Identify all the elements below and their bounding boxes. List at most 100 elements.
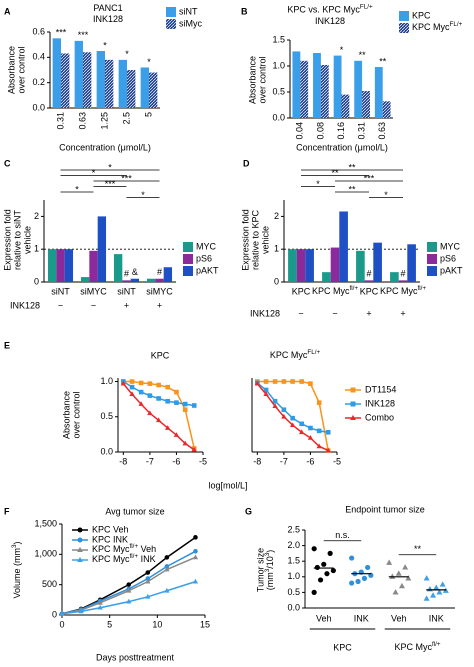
point xyxy=(433,584,440,590)
point xyxy=(299,379,304,384)
legend-marker xyxy=(77,556,83,562)
comparison-label: * xyxy=(141,190,145,200)
legend-label-part: Veh xyxy=(138,544,156,554)
legend-label-part: FL/+ xyxy=(450,21,463,28)
y-axis-label: Expression fold xyxy=(240,209,250,271)
y-tick-label: 1,000 xyxy=(34,549,57,559)
y-tick-label: 0.2 xyxy=(32,77,45,87)
comparison-label: *** xyxy=(364,173,375,183)
comparison-label: ** xyxy=(414,544,422,554)
bar xyxy=(356,250,365,282)
legend-label-part: fl/+ xyxy=(130,543,139,550)
point xyxy=(316,428,322,434)
point xyxy=(147,393,153,398)
x-tick-label: KPC xyxy=(292,286,311,296)
comparison-label: n.s. xyxy=(335,530,350,540)
legend-swatch xyxy=(399,11,409,21)
panel-letter: C xyxy=(4,158,11,168)
legend-label: MYC xyxy=(196,241,217,251)
point xyxy=(182,407,188,413)
y-axis-label: Absorbance xyxy=(61,391,71,439)
x-tick-label: siNT xyxy=(117,286,136,296)
legend-label: pS6 xyxy=(440,253,456,263)
bar xyxy=(333,55,342,118)
x-tick-label: -6 xyxy=(172,456,180,466)
row-value: − xyxy=(91,300,96,310)
legend-label-part: KPC Myc xyxy=(412,22,450,32)
bar xyxy=(83,52,92,108)
bar-marker: # xyxy=(157,267,162,277)
bar xyxy=(96,51,105,108)
row-value: + xyxy=(400,308,405,318)
y-axis-label: vehicle xyxy=(260,226,270,254)
x-tick-label: Veh xyxy=(391,613,407,623)
bar xyxy=(382,101,391,118)
x-tick-label: -5 xyxy=(333,456,341,466)
y-axis-label-part: (mm xyxy=(265,572,275,590)
legend-label: DT1154 xyxy=(365,384,396,394)
x-axis-label: Concentration (μmol/L) xyxy=(59,142,151,152)
point xyxy=(174,400,179,405)
bar xyxy=(118,59,127,108)
y-tick-label: 0 xyxy=(34,276,39,286)
y-tick-label: 0 xyxy=(274,276,279,286)
y-axis-label-part: 3 xyxy=(11,544,18,548)
x-tick-label: 2.5 xyxy=(121,112,131,125)
point xyxy=(308,381,313,386)
bar xyxy=(364,280,374,282)
point xyxy=(272,379,278,384)
y-tick-label: 0.0 xyxy=(32,102,45,112)
point xyxy=(392,589,399,595)
point xyxy=(97,604,103,610)
point xyxy=(316,443,322,449)
comparison-label: * xyxy=(316,179,320,189)
point xyxy=(317,577,324,583)
chart-title-part: KPC vs. KPC Myc xyxy=(287,5,360,15)
comparison-label: * xyxy=(92,168,96,178)
x-tick-label: 10 xyxy=(152,619,162,629)
x-tick-label: 0.08 xyxy=(315,122,325,140)
point xyxy=(129,379,135,384)
point xyxy=(193,549,198,554)
chart-title: KPC xyxy=(151,350,170,360)
point xyxy=(155,417,162,423)
point xyxy=(281,407,287,413)
point xyxy=(325,447,331,453)
x-axis-label: Concentration (μmol/L) xyxy=(296,142,388,152)
bar-marker: # xyxy=(124,269,129,279)
series-line xyxy=(123,380,195,449)
comparison-label: *** xyxy=(121,173,132,183)
point xyxy=(289,422,296,428)
point xyxy=(182,440,188,446)
point xyxy=(126,587,132,593)
point xyxy=(299,429,305,435)
legend-marker xyxy=(350,401,356,407)
point xyxy=(314,564,320,571)
y-tick-label: 1.0 xyxy=(100,376,113,386)
point xyxy=(325,429,331,435)
bar xyxy=(362,90,370,118)
point xyxy=(191,447,197,452)
point xyxy=(78,608,84,614)
point xyxy=(164,564,170,569)
chart-title: INK128 xyxy=(315,16,345,26)
panel-letter: D xyxy=(243,158,250,168)
significance: * xyxy=(125,49,129,59)
point xyxy=(147,381,153,386)
chart-title-part: FL/+ xyxy=(307,349,320,356)
legend-label: KPC Veh xyxy=(92,524,129,534)
bar xyxy=(354,60,363,118)
bar xyxy=(322,272,331,282)
point xyxy=(164,587,170,593)
y-tick-label: 1.5 xyxy=(287,556,300,566)
panel-letter: E xyxy=(4,340,10,350)
comparison-label: ** xyxy=(331,168,339,178)
series-line xyxy=(122,383,195,451)
y-axis-label: Tumor size xyxy=(255,548,265,592)
y-tick-label: 0.4 xyxy=(32,52,45,62)
bar xyxy=(390,272,399,282)
point xyxy=(272,398,278,404)
legend-label-part: KPC Myc xyxy=(92,554,130,564)
y-axis-label: Volume (mm3) xyxy=(11,541,22,598)
bar-marker: & xyxy=(132,267,138,277)
